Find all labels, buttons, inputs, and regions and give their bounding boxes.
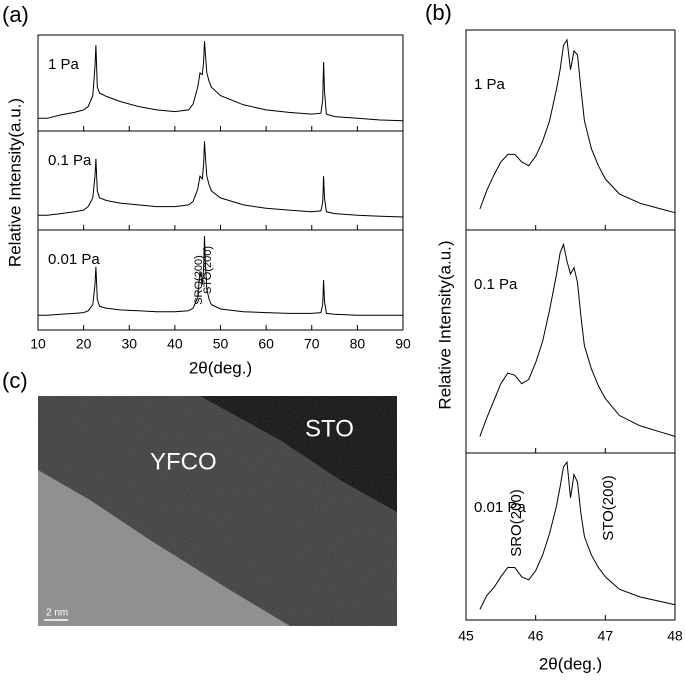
panel-label: (c) — [2, 368, 28, 393]
peak-annotation: STO(200) — [202, 246, 214, 294]
xrd-curve — [479, 38, 676, 214]
plot-frame — [37, 130, 404, 231]
x-axis-title: 2θ(deg.) — [539, 654, 602, 673]
x-tick-label: 10 — [30, 336, 46, 352]
xrd-curve — [479, 460, 676, 610]
xrd-curve — [38, 235, 403, 316]
x-tick-label: 70 — [304, 336, 320, 352]
x-axis-title: 2θ(deg.) — [189, 358, 252, 377]
region-label: STO — [305, 415, 354, 442]
x-tick-label: 47 — [598, 628, 614, 644]
y-axis-title: Relative Intensity(a.u.) — [5, 98, 24, 267]
scale-bar-label: 2 nm — [46, 608, 68, 619]
tem-image — [38, 396, 397, 626]
plot-frame — [465, 29, 676, 231]
plot-frame — [37, 34, 404, 132]
x-tick-label: 50 — [213, 336, 229, 352]
plot-frame — [465, 452, 676, 621]
series-label: 0.1 Pa — [48, 152, 92, 169]
x-tick-label: 90 — [395, 336, 411, 352]
x-tick-label: 45 — [458, 628, 474, 644]
x-tick-label: 30 — [121, 336, 137, 352]
panel-label: (a) — [2, 2, 29, 27]
xrd-curve — [38, 141, 404, 218]
y-axis-title: Relative Intensity(a.u.) — [435, 240, 454, 409]
x-tick-label: 40 — [167, 336, 183, 352]
x-tick-label: 20 — [76, 336, 92, 352]
xrd-curve — [479, 242, 676, 437]
series-label: 0.01 Pa — [474, 499, 526, 516]
peak-annotation: SRO(200) — [508, 489, 525, 557]
series-label: 1 Pa — [474, 76, 506, 93]
panel-label: (b) — [425, 0, 452, 25]
series-label: 1 Pa — [48, 56, 80, 73]
series-label: 0.1 Pa — [474, 276, 518, 293]
x-tick-label: 48 — [667, 628, 683, 644]
peak-annotation: STO(200) — [600, 475, 617, 541]
x-tick-label: 60 — [258, 336, 274, 352]
series-label: 0.01 Pa — [48, 251, 100, 268]
x-tick-label: 46 — [528, 628, 544, 644]
peak-annotation: SRO(200) — [193, 255, 205, 305]
x-tick-label: 80 — [350, 336, 366, 352]
plot-frame — [465, 229, 676, 454]
xrd-curve — [38, 40, 404, 122]
region-label: YFCO — [150, 448, 217, 475]
